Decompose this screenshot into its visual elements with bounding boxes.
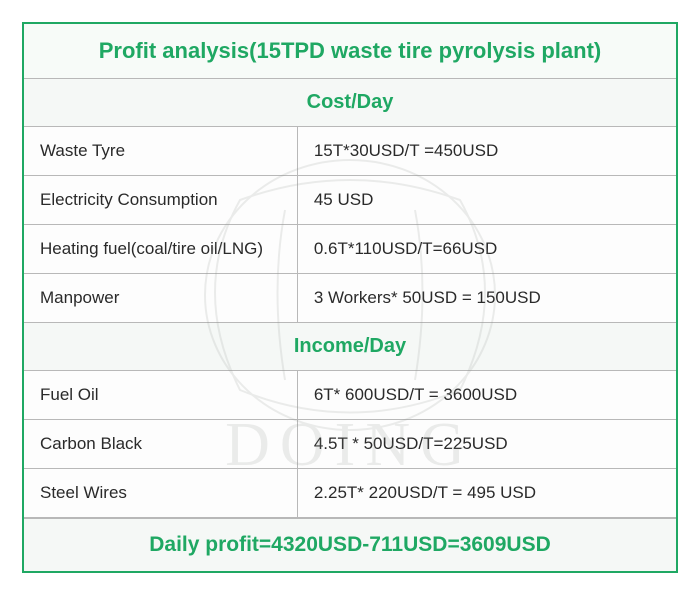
income-label: Fuel Oil (24, 371, 298, 419)
cost-value: 3 Workers* 50USD = 150USD (298, 274, 676, 322)
daily-profit-summary: Daily profit=4320USD-711USD=3609USD (24, 518, 676, 571)
income-value: 2.25T* 220USD/T = 495 USD (298, 469, 676, 517)
income-value: 6T* 600USD/T = 3600USD (298, 371, 676, 419)
cost-label: Heating fuel(coal/tire oil/LNG) (24, 225, 298, 273)
cost-value: 45 USD (298, 176, 676, 224)
cost-label: Electricity Consumption (24, 176, 298, 224)
cost-label: Waste Tyre (24, 127, 298, 175)
cost-section-header: Cost/Day (24, 79, 676, 127)
income-value: 4.5T * 50USD/T=225USD (298, 420, 676, 468)
income-section-header: Income/Day (24, 323, 676, 371)
income-label: Carbon Black (24, 420, 298, 468)
cost-value: 15T*30USD/T =450USD (298, 127, 676, 175)
table-row: Heating fuel(coal/tire oil/LNG) 0.6T*110… (24, 225, 676, 274)
table-title: Profit analysis(15TPD waste tire pyrolys… (24, 24, 676, 79)
cost-label: Manpower (24, 274, 298, 322)
cost-value: 0.6T*110USD/T=66USD (298, 225, 676, 273)
table-row: Waste Tyre 15T*30USD/T =450USD (24, 127, 676, 176)
table-row: Fuel Oil 6T* 600USD/T = 3600USD (24, 371, 676, 420)
table-row: Manpower 3 Workers* 50USD = 150USD (24, 274, 676, 323)
table-row: Steel Wires 2.25T* 220USD/T = 495 USD (24, 469, 676, 518)
profit-analysis-table: Profit analysis(15TPD waste tire pyrolys… (22, 22, 678, 573)
table-row: Electricity Consumption 45 USD (24, 176, 676, 225)
income-label: Steel Wires (24, 469, 298, 517)
table-row: Carbon Black 4.5T * 50USD/T=225USD (24, 420, 676, 469)
